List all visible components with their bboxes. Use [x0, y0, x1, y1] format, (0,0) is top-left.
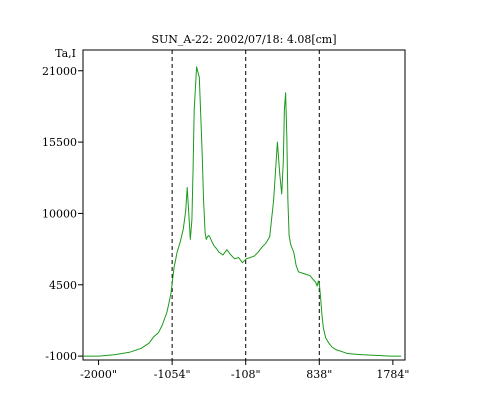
series-line [83, 66, 402, 357]
x-tick-label: -2000" [80, 368, 117, 381]
y-tick-label: 4500 [49, 279, 77, 292]
y-axis-label: Ta,I [55, 47, 76, 60]
y-tick-label: 10000 [42, 207, 77, 220]
x-tick-label: -1054" [154, 368, 191, 381]
chart-title: SUN_A-22: 2002/07/18: 4.08[cm] [151, 33, 336, 46]
x-axis-ticks: -2000" -1054" -108" 838" 1784" [80, 360, 409, 381]
series-group [83, 66, 402, 357]
y-tick-label: -1000 [45, 350, 77, 363]
x-tick-label: 838" [306, 368, 332, 381]
x-tick-label: -108" [231, 368, 261, 381]
marker-lines [171, 50, 320, 360]
y-tick-label: 15500 [42, 136, 77, 149]
plot-frame [82, 49, 406, 361]
y-tick-label: 21000 [42, 65, 77, 78]
x-tick-label: 1784" [376, 368, 409, 381]
y-axis-ticks: 21000 15500 10000 4500 -1000 [42, 65, 83, 363]
